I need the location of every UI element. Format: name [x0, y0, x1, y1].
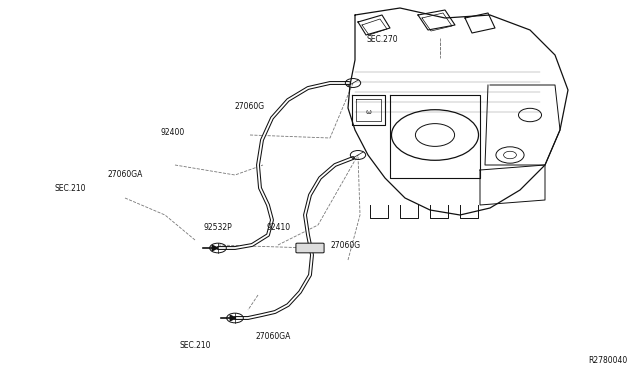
- Text: SEC.210: SEC.210: [54, 185, 86, 193]
- FancyBboxPatch shape: [296, 243, 324, 253]
- Text: 27060G: 27060G: [234, 102, 265, 110]
- Text: 92400: 92400: [161, 128, 185, 137]
- Text: 92410: 92410: [266, 223, 291, 232]
- Text: 27060GA: 27060GA: [107, 170, 143, 179]
- Text: SEC.270: SEC.270: [366, 35, 397, 44]
- Text: 27060GA: 27060GA: [256, 332, 291, 341]
- Text: 27060G: 27060G: [330, 241, 361, 250]
- Text: R2780040: R2780040: [588, 356, 627, 365]
- Text: ω: ω: [365, 109, 371, 115]
- Text: 92532P: 92532P: [204, 223, 232, 232]
- Text: SEC.210: SEC.210: [179, 341, 211, 350]
